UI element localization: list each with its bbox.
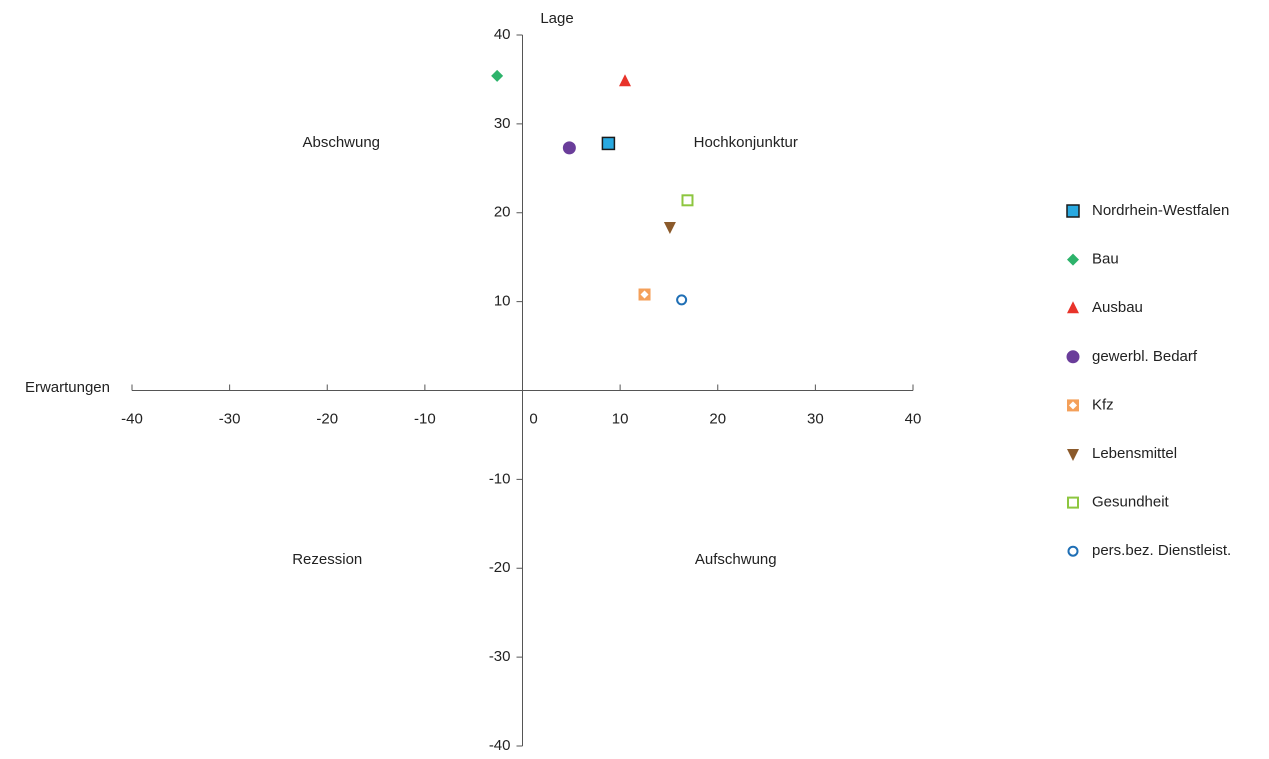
marker-part — [619, 74, 632, 87]
marker-part — [1067, 545, 1079, 557]
legend-marker — [1066, 204, 1080, 218]
legend-marker — [1067, 496, 1079, 509]
marker-part — [663, 221, 676, 234]
quadrant-label: Aufschwung — [695, 551, 777, 568]
legend-marker — [1066, 350, 1080, 364]
quadrant-label: Hochkonjunktur — [694, 134, 798, 151]
legend-label: Ausbau — [1092, 299, 1143, 316]
y-tick-label: -40 — [489, 737, 511, 754]
legend-marker — [1067, 545, 1079, 557]
x-tick-label: -40 — [121, 410, 143, 427]
legend-label: Lebensmittel — [1092, 445, 1177, 462]
marker-part — [1066, 204, 1080, 218]
marker-part — [1067, 496, 1079, 509]
y-tick-label: 10 — [494, 293, 511, 310]
marker-part — [681, 194, 694, 207]
legend-marker — [1067, 449, 1079, 461]
x-tick-label: -10 — [414, 410, 436, 427]
legend-label: Kfz — [1092, 396, 1114, 413]
x-tick-label: 20 — [709, 410, 726, 427]
legend-label: Nordrhein-Westfalen — [1092, 202, 1229, 219]
point — [562, 141, 576, 155]
point — [681, 194, 694, 207]
marker-part — [1067, 301, 1079, 314]
marker-part — [491, 69, 504, 82]
legend-marker — [1067, 301, 1079, 314]
point — [663, 221, 676, 234]
y-tick-label: -10 — [489, 470, 511, 487]
point — [491, 69, 504, 82]
quadrant-label: Abschwung — [302, 134, 380, 151]
marker-part — [1066, 350, 1080, 364]
y-tick-label: 40 — [494, 26, 511, 43]
quadrant-label: Rezession — [292, 551, 362, 568]
x-axis-label: Erwartungen — [25, 379, 110, 396]
marker-part — [640, 290, 649, 299]
legend-label: Gesundheit — [1092, 494, 1170, 511]
marker-part — [562, 141, 576, 155]
y-tick-label: 30 — [494, 115, 511, 132]
x-tick-label: 40 — [905, 410, 922, 427]
marker-part — [676, 294, 688, 306]
point — [676, 294, 688, 306]
x-tick-label: 0 — [529, 410, 537, 427]
x-tick-label: -30 — [219, 410, 241, 427]
legend-label: pers.bez. Dienstleist. — [1092, 542, 1231, 559]
y-tick-label: 20 — [494, 204, 511, 221]
marker-part — [1069, 401, 1077, 410]
y-tick-label: -20 — [489, 559, 511, 576]
point — [601, 136, 616, 151]
legend-label: gewerbl. Bedarf — [1092, 348, 1198, 365]
legend-marker — [1067, 253, 1079, 266]
y-tick-label: -30 — [489, 648, 511, 665]
marker-part — [1067, 449, 1079, 461]
y-axis-label: Lage — [540, 10, 573, 27]
x-tick-label: 30 — [807, 410, 824, 427]
point — [638, 288, 651, 301]
marker-part — [1067, 253, 1079, 266]
point — [619, 74, 632, 87]
x-tick-label: 10 — [612, 410, 629, 427]
legend-label: Bau — [1092, 251, 1119, 268]
legend-marker — [1067, 399, 1079, 412]
marker-part — [601, 136, 616, 151]
x-tick-label: -20 — [316, 410, 338, 427]
